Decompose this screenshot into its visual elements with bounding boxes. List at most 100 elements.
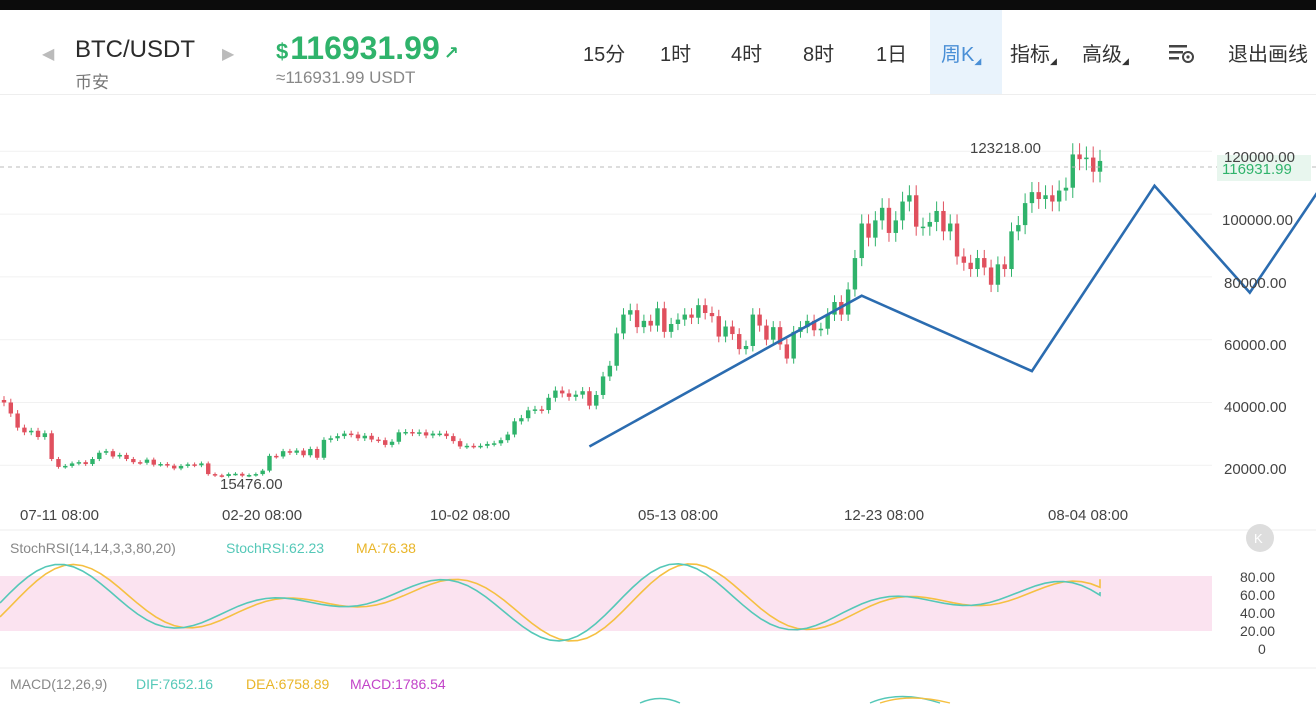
candle	[253, 474, 259, 476]
candle	[301, 450, 306, 456]
zigzag-trendline[interactable]	[588, 141, 1316, 448]
advanced-menu[interactable]: 高级◢	[1082, 38, 1129, 67]
candle	[907, 195, 912, 202]
low-marker: 15476.00	[220, 476, 283, 493]
candle	[471, 445, 476, 448]
currency-symbol: $	[276, 39, 289, 64]
candle	[430, 433, 436, 436]
candle	[757, 314, 762, 326]
candle	[709, 313, 715, 317]
candle	[49, 433, 54, 460]
candle	[873, 220, 878, 238]
candle	[743, 345, 749, 350]
candle	[675, 319, 681, 324]
pair-name[interactable]: BTC/USDT	[75, 36, 195, 63]
candle	[1063, 187, 1069, 191]
macd-dif-value: DIF:7652.16	[136, 676, 213, 692]
panel-close-icon[interactable]	[1246, 524, 1274, 552]
candle	[702, 305, 708, 314]
candle	[750, 314, 756, 346]
next-pair-icon[interactable]: ▶	[222, 46, 235, 63]
candle	[464, 445, 470, 448]
tab-1d[interactable]: 1日	[876, 44, 908, 66]
candle	[117, 454, 122, 457]
candle	[614, 333, 619, 366]
stoch-axis-label: 20.00	[1240, 623, 1275, 639]
candle	[103, 451, 109, 453]
candle	[1029, 192, 1035, 204]
y-tick-label: 80000.00	[1224, 275, 1287, 292]
stoch-axis-label: 60.00	[1240, 587, 1275, 603]
tab-4h[interactable]: 4时	[731, 44, 763, 66]
candle	[308, 448, 313, 456]
ticker-header: ◀ BTC/USDT 币安 ▶ $116931.99 ↗ ≈116931.99 U…	[0, 10, 1316, 95]
tab-weekly[interactable]: 周K◢	[941, 38, 981, 67]
candle	[525, 410, 531, 419]
candle	[42, 433, 48, 438]
candle	[1090, 157, 1096, 172]
candle	[246, 475, 252, 477]
indicators-menu[interactable]: 指标◢	[1010, 38, 1057, 67]
candle	[178, 465, 184, 469]
candle	[505, 434, 510, 441]
candle	[832, 302, 837, 315]
candle	[1050, 195, 1055, 202]
candle	[784, 344, 790, 359]
candle	[410, 432, 415, 434]
tab-1h[interactable]: 1时	[660, 44, 692, 66]
candle	[56, 459, 61, 467]
stoch-rsi-axis: 80.00 60.00 40.00 20.00 0	[1240, 569, 1275, 657]
trendlines	[588, 141, 1316, 448]
tab-8h[interactable]: 8时	[803, 44, 835, 66]
tab-15m[interactable]: 15分	[583, 44, 626, 66]
candle	[314, 448, 320, 458]
candle	[954, 223, 960, 257]
candle	[90, 459, 95, 465]
candle	[668, 324, 674, 332]
candle	[389, 441, 395, 445]
candle	[124, 454, 129, 460]
candle	[764, 325, 769, 340]
candle	[948, 223, 953, 232]
candle	[641, 320, 647, 328]
candle	[348, 433, 354, 436]
last-price: $116931.99 ↗	[276, 30, 459, 67]
candle	[267, 455, 272, 471]
candle	[342, 433, 347, 437]
candle	[594, 394, 599, 406]
candle	[1009, 231, 1014, 270]
candle	[383, 440, 388, 445]
drawing-settings-icon[interactable]	[1167, 42, 1197, 66]
candle	[403, 432, 408, 434]
candle	[1022, 203, 1028, 226]
candle	[988, 267, 994, 285]
stoch-axis-label: 0	[1258, 641, 1266, 657]
candle	[662, 308, 667, 332]
candle	[280, 451, 286, 457]
candle	[696, 305, 701, 318]
candle	[151, 459, 156, 465]
candle	[771, 327, 776, 340]
candle	[811, 320, 817, 331]
stoch-axis-label: 80.00	[1240, 569, 1275, 585]
candle	[219, 475, 225, 477]
exit-drawing-button[interactable]: 退出画线	[1228, 44, 1308, 66]
macd-hist-value: MACD:1786.54	[350, 676, 446, 692]
candle	[294, 450, 299, 453]
candle	[1097, 160, 1103, 172]
candle	[1084, 157, 1089, 160]
candle	[212, 474, 218, 476]
y-axis: 120000.00 100000.00 80000.00 60000.00 40…	[1222, 149, 1295, 478]
macd-dea-line	[879, 697, 951, 704]
active-tab-highlight	[930, 10, 1002, 94]
prev-pair-icon[interactable]: ◀	[42, 46, 55, 63]
candle	[723, 326, 728, 337]
candle	[451, 436, 456, 442]
candle	[982, 258, 987, 268]
candle	[485, 443, 490, 446]
candle	[35, 430, 41, 438]
x-axis: 07-11 08:00 02-20 08:00 10-02 08:00 05-1…	[20, 507, 1128, 524]
current-price-tag	[1217, 155, 1311, 181]
candle	[975, 258, 980, 270]
